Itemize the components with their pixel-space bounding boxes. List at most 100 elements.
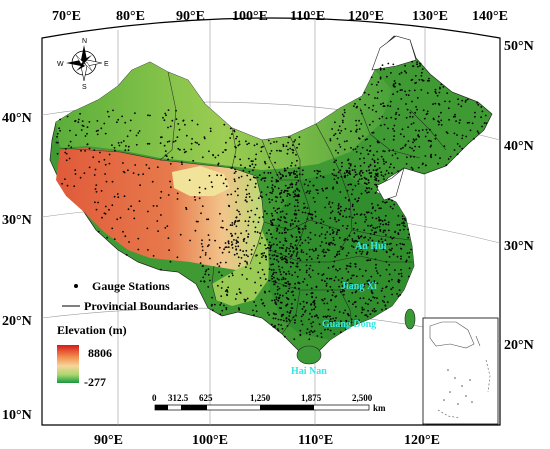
gauge-station <box>445 131 448 133</box>
gauge-station <box>284 237 287 240</box>
gauge-station <box>226 293 228 296</box>
gauge-station <box>337 219 340 222</box>
gauge-station <box>331 173 334 175</box>
gauge-station <box>383 178 385 181</box>
gauge-station <box>381 220 384 222</box>
gauge-station <box>274 280 277 282</box>
gauge-station <box>283 216 286 219</box>
gauge-station <box>396 255 399 258</box>
gauge-station <box>294 271 296 274</box>
gauge-station <box>379 68 382 71</box>
gauge-station <box>257 197 260 200</box>
gauge-station <box>106 236 109 239</box>
gauge-station <box>61 182 63 185</box>
gauge-station <box>360 252 363 255</box>
right-lat-30: 30°N <box>504 239 534 254</box>
gauge-station <box>320 336 323 339</box>
gauge-station <box>480 106 483 108</box>
gauge-station <box>358 178 361 181</box>
gauge-station <box>371 202 373 205</box>
gauge-station <box>471 122 474 125</box>
gauge-station <box>261 252 264 255</box>
gauge-station <box>167 237 170 240</box>
gauge-station <box>381 115 384 118</box>
bottom-lon-120: 120°E <box>404 433 440 448</box>
gauge-station <box>284 220 286 223</box>
gauge-station <box>238 143 241 146</box>
gauge-station <box>219 261 222 264</box>
gauge-station <box>96 120 99 122</box>
gauge-station <box>371 309 374 312</box>
gauge-station <box>227 242 230 245</box>
gauge-station <box>263 304 266 307</box>
gauge-station <box>314 215 317 218</box>
gauge-station <box>339 268 341 270</box>
gauge-station <box>245 140 247 143</box>
gauge-station <box>66 115 69 118</box>
gauge-station <box>142 173 145 176</box>
gauge-station <box>240 175 243 178</box>
gauge-station <box>332 186 335 189</box>
gauge-station <box>226 291 229 293</box>
gauge-station <box>388 255 391 258</box>
gauge-station <box>57 141 59 144</box>
gauge-station <box>285 175 287 178</box>
gauge-station <box>274 161 276 164</box>
gauge-station <box>291 144 294 147</box>
gauge-station <box>383 105 386 108</box>
gauge-station <box>292 294 295 297</box>
gauge-station <box>400 71 403 74</box>
gauge-station <box>461 137 464 140</box>
gauge-station <box>394 269 396 271</box>
gauge-station <box>361 112 363 115</box>
gauge-station <box>372 206 374 209</box>
gauge-station <box>375 270 378 272</box>
gauge-station <box>474 111 476 114</box>
gauge-station <box>444 100 446 103</box>
gauge-station <box>235 248 238 251</box>
gauge-station <box>118 144 121 147</box>
gauge-station <box>398 281 400 284</box>
gauge-station <box>256 231 259 234</box>
gauge-station <box>342 215 344 218</box>
top-lon-130: 130°E <box>412 9 448 24</box>
gauge-station <box>246 297 249 300</box>
gauge-station <box>333 260 336 263</box>
gauge-station <box>204 187 207 190</box>
gauge-station <box>327 267 330 269</box>
gauge-station <box>353 232 356 235</box>
gauge-station <box>259 195 262 198</box>
gauge-station <box>252 309 254 312</box>
gauge-station <box>265 232 268 235</box>
gauge-station <box>288 315 291 317</box>
gauge-station <box>79 112 81 115</box>
gauge-station <box>457 103 460 106</box>
gauge-station <box>382 247 384 250</box>
gauge-station <box>322 299 324 302</box>
gauge-station <box>459 119 461 121</box>
gauge-station <box>281 232 284 235</box>
gauge-station <box>252 160 254 163</box>
gauge-station <box>307 212 310 215</box>
gauge-station <box>328 201 331 203</box>
gauge-station <box>260 178 263 181</box>
gauge-station <box>189 239 192 242</box>
gauge-station <box>393 203 396 206</box>
gauge-station <box>440 124 443 126</box>
gauge-station <box>236 135 238 138</box>
gauge-station <box>350 318 353 321</box>
gauge-station <box>207 286 210 288</box>
gauge-station <box>271 186 273 189</box>
gauge-station <box>375 174 378 177</box>
gauge-station <box>95 190 98 193</box>
gauge-station <box>68 157 71 160</box>
gauge-station <box>366 280 369 283</box>
gauge-station <box>371 131 374 134</box>
gauge-station <box>375 110 378 113</box>
gauge-station <box>265 193 268 196</box>
gauge-station <box>305 332 308 334</box>
northeast-no-data <box>371 35 417 71</box>
gauge-station <box>326 231 329 233</box>
gauge-station <box>287 280 289 283</box>
gauge-station <box>323 321 326 324</box>
